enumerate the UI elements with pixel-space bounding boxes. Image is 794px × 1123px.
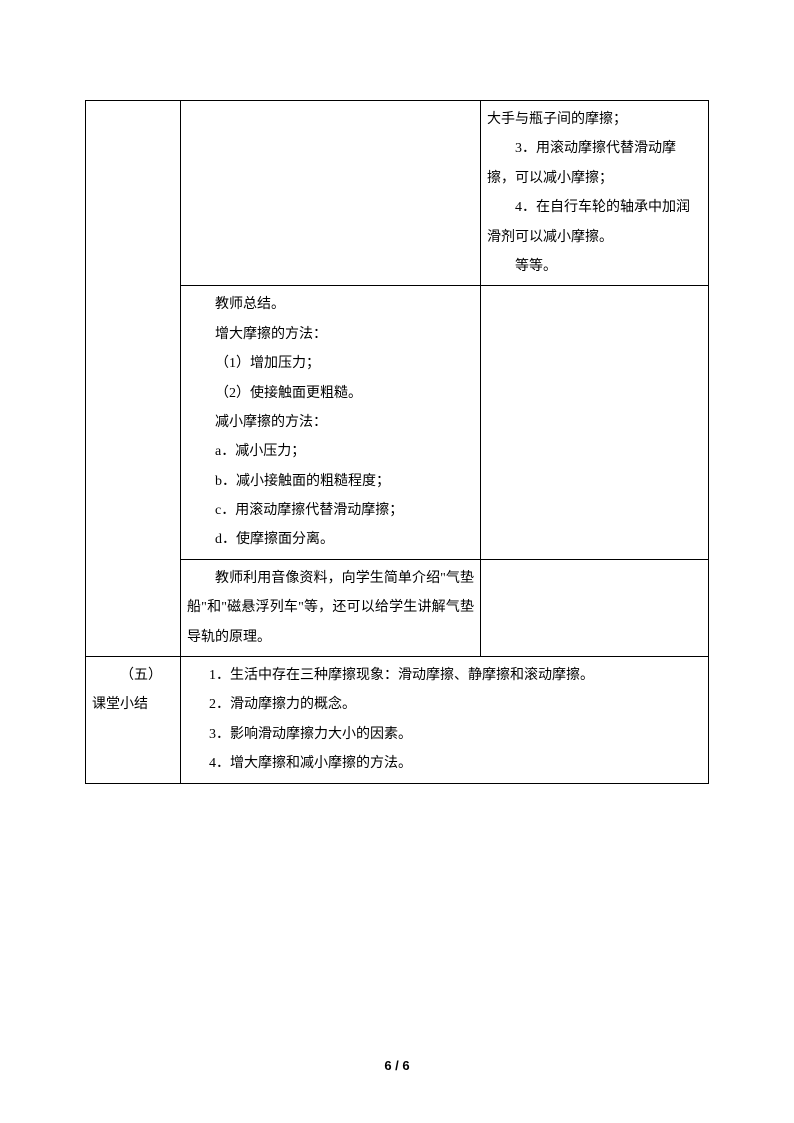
cell-summary-content: 1．生活中存在三种摩擦现象：滑动摩擦、静摩擦和滚动摩擦。 2．滑动摩擦力的概念。… [181,657,709,784]
text-line: d．使摩擦面分离。 [187,525,474,554]
text-line: a．减小压力； [187,437,474,466]
cell-section-summary-label: （五）课堂小结 [86,657,181,784]
text-line: 3．用滚动摩擦代替滑动摩擦，可以减小摩擦； [487,134,702,193]
text-label: （五）课堂小结 [92,661,174,720]
cell-empty [481,286,709,560]
text-line: 教师总结。 [187,290,474,319]
text-line: b．减小接触面的粗糙程度； [187,467,474,496]
page-content: 大手与瓶子间的摩擦； 3．用滚动摩擦代替滑动摩擦，可以减小摩擦； 4．在自行车轮… [0,0,794,784]
text-line: 3．影响滑动摩擦力大小的因素。 [209,720,702,749]
text-line: （1）增加压力； [187,349,474,378]
text-line: 大手与瓶子间的摩擦； [487,105,702,134]
cell-section-label [86,101,181,657]
cell-teacher-summary: 教师总结。 增大摩擦的方法： （1）增加压力； （2）使接触面更粗糙。 减小摩擦… [181,286,481,560]
text-line: 等等。 [487,252,702,281]
cell-student-activity: 大手与瓶子间的摩擦； 3．用滚动摩擦代替滑动摩擦，可以减小摩擦； 4．在自行车轮… [481,101,709,286]
text-line: 2．滑动摩擦力的概念。 [209,690,702,719]
cell-teacher-activity [181,101,481,286]
cell-empty [481,559,709,656]
table-row: （五）课堂小结 1．生活中存在三种摩擦现象：滑动摩擦、静摩擦和滚动摩擦。 2．滑… [86,657,709,784]
text-line: 4．增大摩擦和减小摩擦的方法。 [209,749,702,778]
text-line: （2）使接触面更粗糙。 [187,379,474,408]
text-line: 减小摩擦的方法： [187,408,474,437]
page-footer: 6 / 6 [0,1058,794,1073]
text-line: 1．生活中存在三种摩擦现象：滑动摩擦、静摩擦和滚动摩擦。 [209,661,702,690]
text-line: c．用滚动摩擦代替滑动摩擦； [187,496,474,525]
text-line: 4．在自行车轮的轴承中加润滑剂可以减小摩擦。 [487,193,702,252]
page-number: 6 / 6 [384,1058,409,1073]
text-line: 增大摩擦的方法： [187,320,474,349]
text-paragraph: 教师利用音像资料，向学生简单介绍"气垫船"和"磁悬浮列车"等，还可以给学生讲解气… [187,564,474,652]
cell-teacher-media: 教师利用音像资料，向学生简单介绍"气垫船"和"磁悬浮列车"等，还可以给学生讲解气… [181,559,481,656]
lesson-plan-table: 大手与瓶子间的摩擦； 3．用滚动摩擦代替滑动摩擦，可以减小摩擦； 4．在自行车轮… [85,100,709,784]
table-row: 大手与瓶子间的摩擦； 3．用滚动摩擦代替滑动摩擦，可以减小摩擦； 4．在自行车轮… [86,101,709,286]
